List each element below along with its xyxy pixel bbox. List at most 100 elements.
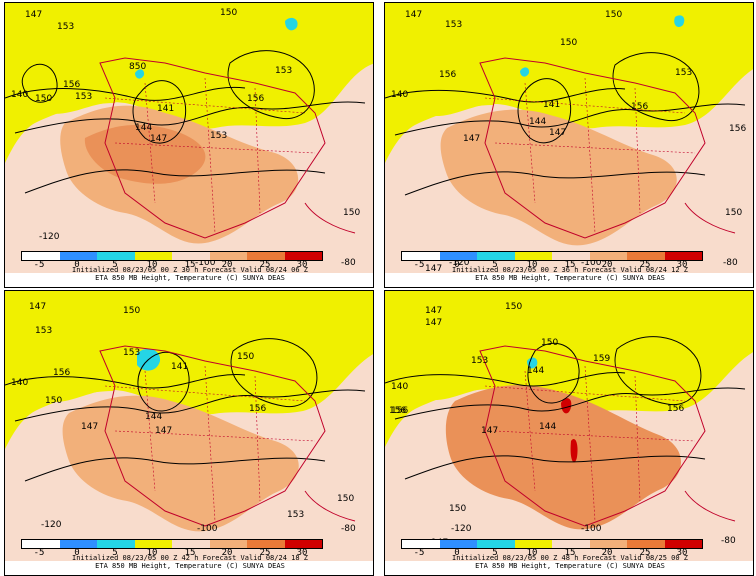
contour-label: -80 <box>341 258 356 268</box>
legend-tick: 10 <box>526 548 538 558</box>
contour-label: 153 <box>275 66 292 76</box>
legend-tick: -5 <box>33 548 45 558</box>
contour-label: -100 <box>581 524 602 534</box>
legend-tick: -5 <box>413 260 425 270</box>
legend-tick: 0 <box>74 260 80 270</box>
contour-label: -100 <box>197 524 218 534</box>
contour-label: 141 <box>157 104 174 114</box>
map-panel-36h: 147 150 153 156 150 141 144 147 147 153 … <box>384 2 754 288</box>
legend-tick: 0 <box>454 260 460 270</box>
contour-label: 147 <box>549 128 566 138</box>
contour-label: 150 <box>725 208 742 218</box>
weather-map: 147 150 153 156 150 153 141 144 147 153 … <box>5 3 373 273</box>
panel-subcaption: ETA 850 MB Height, Temperature (C) SUNYA… <box>95 274 285 282</box>
contour-label: 156 <box>667 404 684 414</box>
weather-map: 147 150 153 156 150 144 144 147 147 159 … <box>385 291 753 561</box>
contour-label: 850 <box>129 62 146 72</box>
contour-label: 156 <box>631 102 648 112</box>
legend-tick: 10 <box>526 260 538 270</box>
contour-label: 147 <box>463 134 480 144</box>
temperature-legend: -5 0 5 10 15 20 25 30 <box>21 539 323 558</box>
legend-tick: 20 <box>221 260 233 270</box>
contour-label: 153 <box>210 131 227 141</box>
contour-label: 153 <box>123 348 140 358</box>
contour-label: 147 <box>481 426 498 436</box>
legend-tick: 0 <box>454 548 460 558</box>
contour-label: -80 <box>723 258 738 268</box>
contour-label: -120 <box>39 232 60 242</box>
map-panel-30h: 147 150 153 156 150 153 141 144 147 153 … <box>4 2 374 288</box>
panel-caption: Initialized 08/23/05 00 Z 48 h Forecast … <box>451 554 688 562</box>
contour-label: 156 <box>247 94 264 104</box>
contour-label: 153 <box>57 22 74 32</box>
contour-label: 144 <box>145 412 162 422</box>
contour-label: 140 <box>11 90 28 100</box>
color-scale <box>21 251 323 261</box>
contour-label: 156 <box>729 124 746 134</box>
contour-label: 147 <box>425 306 442 316</box>
contour-label: 156 <box>249 404 266 414</box>
panel-caption: Initialized 08/23/05 00 Z 36 h Forecast … <box>451 266 688 274</box>
panel-caption: Initialized 08/23/05 00 Z 42 h Forecast … <box>71 554 308 562</box>
contour-label: 147 <box>405 10 422 20</box>
panel-subcaption: ETA 850 MB Height, Temperature (C) SUNYA… <box>475 562 665 570</box>
contour-label: 140 <box>391 90 408 100</box>
contour-label: 156 <box>439 70 456 80</box>
legend-tick: -5 <box>33 260 45 270</box>
legend-tick: 15 <box>184 260 196 270</box>
contour-label: 150 <box>237 352 254 362</box>
temperature-legend: -5 0 5 10 15 20 25 30 <box>401 539 703 558</box>
contour-label: 153 <box>287 510 304 520</box>
contour-label: 159 <box>593 354 610 364</box>
legend-tick: 5 <box>492 260 498 270</box>
contour-label: 156 <box>389 406 406 416</box>
contour-label: -100 <box>195 258 216 268</box>
contour-label: 140 <box>391 382 408 392</box>
contour-label: 141 <box>543 100 560 110</box>
legend-tick: 20 <box>601 548 613 558</box>
contour-label: 147 <box>81 422 98 432</box>
contour-label: -80 <box>341 524 356 534</box>
legend-tick: 25 <box>639 260 651 270</box>
legend-tick: 30 <box>676 548 688 558</box>
contour-label: 150 <box>505 302 522 312</box>
contour-label: 147 <box>25 10 42 20</box>
contour-label: 153 <box>75 92 92 102</box>
map-panel-42h: 147 150 153 156 150 141 144 147 147 153 … <box>4 290 374 576</box>
color-scale <box>21 539 323 549</box>
contour-label: 153 <box>471 356 488 366</box>
contour-label: 150 <box>449 504 466 514</box>
contour-label: 147 <box>150 134 167 144</box>
contour-label: 156 <box>63 80 80 90</box>
contour-label: 144 <box>527 366 544 376</box>
contour-label: -120 <box>41 520 62 530</box>
weather-map: 147 150 153 156 150 141 144 147 147 153 … <box>5 291 373 561</box>
contour-label: 144 <box>529 117 546 127</box>
legend-tick: -5 <box>413 548 425 558</box>
legend-tick: 5 <box>492 548 498 558</box>
contour-label: 140 <box>11 378 28 388</box>
contour-label: 150 <box>560 38 577 48</box>
temperature-legend: -5 0 5 10 15 20 25 30 <box>401 251 703 270</box>
contour-label: 144 <box>539 422 556 432</box>
color-scale <box>401 539 703 549</box>
contour-label: 144 <box>135 123 152 133</box>
contour-label: 156 <box>53 368 70 378</box>
contour-label: 153 <box>35 326 52 336</box>
legend-tick: 30 <box>676 260 688 270</box>
temperature-legend: -5 0 5 10 15 20 25 30 <box>21 251 323 270</box>
contour-label: 147 <box>29 302 46 312</box>
contour-label: 150 <box>343 208 360 218</box>
legend-tick: 15 <box>564 548 576 558</box>
contour-label: -120 <box>451 524 472 534</box>
contour-label: 150 <box>220 8 237 18</box>
weather-map: 147 150 153 156 150 141 144 147 147 153 … <box>385 3 753 273</box>
contour-label: -120 <box>449 258 470 268</box>
legend-tick: 30 <box>296 260 308 270</box>
contour-label: 150 <box>541 338 558 348</box>
legend-tick: 30 <box>296 548 308 558</box>
contour-label: 147 <box>155 426 172 436</box>
contour-label: 147 <box>425 318 442 328</box>
legend-tick: 20 <box>601 260 613 270</box>
contour-label: 150 <box>605 10 622 20</box>
